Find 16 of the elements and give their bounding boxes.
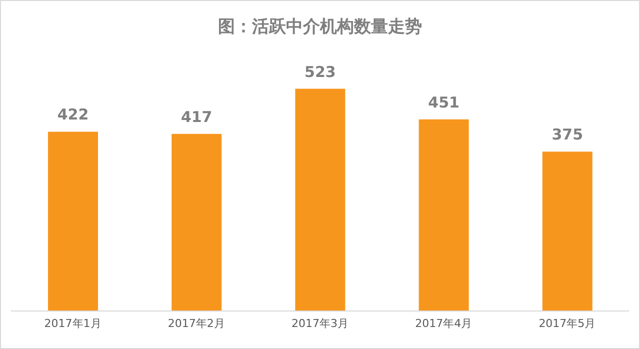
x-tick-label: 2017年4月 bbox=[415, 316, 472, 330]
bar bbox=[418, 119, 469, 311]
x-tick-label: 2017年1月 bbox=[44, 316, 102, 330]
data-label: 375 bbox=[552, 126, 584, 144]
x-tick-label: 2017年2月 bbox=[168, 316, 225, 330]
x-tick-label: 2017年5月 bbox=[538, 316, 596, 330]
data-label: 422 bbox=[57, 106, 89, 124]
bar bbox=[542, 152, 592, 311]
data-label: 451 bbox=[428, 93, 460, 112]
bar bbox=[48, 132, 98, 311]
x-tick-label: 2017年3月 bbox=[292, 316, 348, 330]
bar bbox=[295, 88, 346, 311]
chart-title: 图：活跃中介机构数量走势 bbox=[217, 16, 423, 38]
bar bbox=[172, 134, 222, 311]
data-label: 523 bbox=[304, 62, 336, 81]
data-label: 417 bbox=[180, 108, 212, 126]
